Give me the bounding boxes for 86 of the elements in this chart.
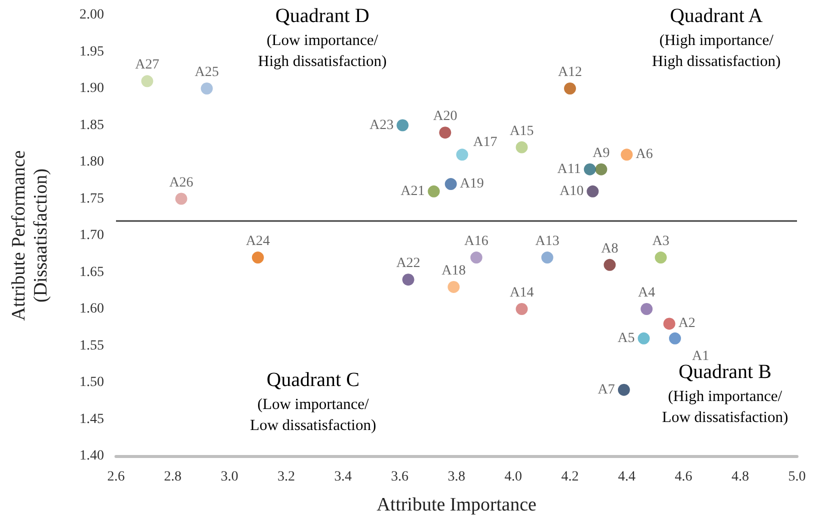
series-label: A19 <box>460 176 484 192</box>
point <box>456 148 468 161</box>
series-label: A4 <box>638 286 656 300</box>
y-tick-label: 1.45 <box>80 412 104 427</box>
point <box>669 332 681 344</box>
series-label: A14 <box>510 286 534 300</box>
series-label: A6 <box>636 147 653 162</box>
series-label: A25 <box>194 65 219 80</box>
series-label: A11 <box>557 162 581 177</box>
y-tick-label: 1.90 <box>80 81 104 96</box>
point <box>396 119 409 132</box>
x-tick-label: 4.8 <box>732 470 749 484</box>
series-label: A8 <box>601 241 618 256</box>
point <box>439 126 452 139</box>
series-label: A7 <box>598 382 615 398</box>
point <box>640 303 653 315</box>
series-label: A5 <box>618 330 635 346</box>
point <box>604 258 616 271</box>
point <box>200 82 213 94</box>
y-tick-label: 1.65 <box>80 264 104 280</box>
point <box>638 332 650 344</box>
x-tick-label: 2.8 <box>164 470 182 484</box>
series-label: A2 <box>678 316 696 332</box>
point <box>470 252 482 264</box>
series-label: A20 <box>433 109 458 124</box>
series-label: A27 <box>135 58 160 73</box>
series-label: A24 <box>246 234 270 250</box>
point <box>618 384 630 396</box>
point <box>175 192 188 205</box>
x-tick-label: 3.8 <box>448 470 466 484</box>
y-tick-label: 1.50 <box>80 375 104 390</box>
series-label: A18 <box>442 263 466 278</box>
point <box>541 252 554 264</box>
series-label: A23 <box>369 118 394 133</box>
x-tick-label: 3.0 <box>220 470 238 484</box>
y-tick-label: 1.85 <box>80 118 104 133</box>
series-label: A16 <box>464 234 488 250</box>
x-tick-label: 3.6 <box>391 470 408 484</box>
x-tick-label: 4.0 <box>504 470 522 484</box>
point <box>620 148 633 161</box>
series-label: A21 <box>400 184 425 199</box>
x-tick-label: 3.4 <box>334 470 352 484</box>
series-label: A10 <box>560 184 584 199</box>
annotation: Quadrant A (High importance/ High dissatisfaction) <box>652 5 781 70</box>
point <box>428 185 440 198</box>
series-label: A1 <box>692 348 710 364</box>
y-tick-label: 1.80 <box>80 154 104 170</box>
x-tick-label: 4.6 <box>674 470 692 484</box>
y-tick-label: 1.55 <box>80 338 104 354</box>
point <box>564 82 576 94</box>
x-axis-title: Attribute Importance <box>376 494 536 516</box>
point <box>252 252 264 264</box>
series-label: A17 <box>473 135 498 150</box>
point <box>654 252 667 264</box>
series-label: A3 <box>652 234 670 250</box>
point <box>516 303 528 315</box>
x-tick-label: 3.2 <box>278 470 295 484</box>
series-label: A15 <box>510 124 534 139</box>
series-label: A13 <box>535 234 560 250</box>
x-tick-label: 4.4 <box>618 470 636 484</box>
series-label: A12 <box>558 65 582 80</box>
y-axis-title: Attribute Performance (Dissaatisfaction) <box>8 150 52 321</box>
y-tick-label: 1.60 <box>80 302 104 316</box>
point <box>444 178 457 190</box>
annotation: Quadrant B (High importance/ Low dissatisfaction) <box>662 361 788 426</box>
point <box>586 185 599 198</box>
annotation: Quadrant D (Low importance/ High dissatisfaction) <box>258 5 387 70</box>
point <box>141 75 154 88</box>
point <box>595 163 608 176</box>
point <box>584 163 596 176</box>
y-tick-label: 2.00 <box>80 8 104 22</box>
series-label: A26 <box>169 175 194 190</box>
point <box>402 274 414 286</box>
y-tick-label: 1.95 <box>80 44 104 60</box>
y-tick-label: 1.40 <box>80 448 104 464</box>
annotation: Quadrant C (Low importance/ Low dissatisfaction) <box>250 369 376 434</box>
point <box>448 280 460 293</box>
x-tick-label: 2.6 <box>107 470 125 484</box>
x-tick-label: 5.0 <box>788 470 806 484</box>
series-label: A9 <box>592 146 610 161</box>
point <box>663 318 676 330</box>
point <box>516 141 528 154</box>
x-tick-label: 4.2 <box>561 470 579 484</box>
y-tick-label: 1.70 <box>80 228 104 243</box>
series-label: A22 <box>396 256 420 272</box>
y-tick-label: 1.75 <box>80 191 104 206</box>
